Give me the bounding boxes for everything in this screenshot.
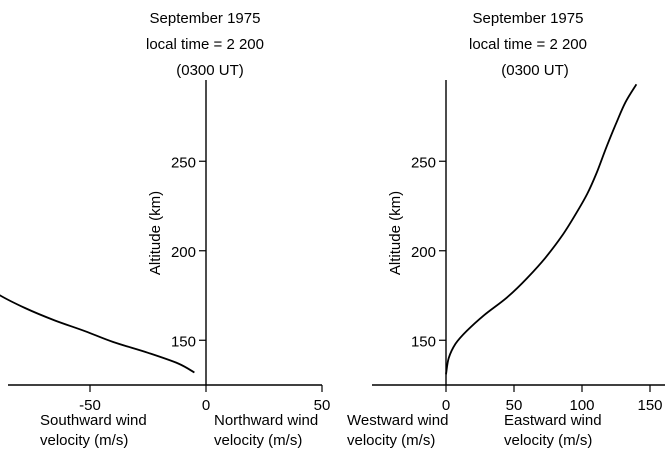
y-tick-label: 200	[411, 244, 436, 261]
x-tick-label: -50	[79, 397, 101, 414]
westward-eastward-wind-panel: September 1975 local time = 2 200 (0300 …	[347, 10, 665, 449]
southward-northward-wind-panel: September 1975 local time = 2 200 (0300 …	[0, 10, 330, 449]
y-tick-label: 250	[171, 154, 196, 171]
y-tick-label: 250	[411, 154, 436, 171]
panel-header-line: local time = 2 200	[469, 36, 587, 53]
panel-header-line: (0300 UT)	[176, 62, 244, 79]
x-tick-label: 0	[442, 397, 450, 414]
x-tick-label: 50	[314, 397, 331, 414]
x-tick-label: 150	[637, 397, 662, 414]
panel-header-line: September 1975	[150, 10, 261, 27]
y-tick-label: 150	[411, 333, 436, 350]
x-tick-label: 50	[506, 397, 523, 414]
x-axis-label-left: Southward wind	[40, 412, 147, 429]
panel-header-line: local time = 2 200	[146, 36, 264, 53]
panel-header-line: September 1975	[473, 10, 584, 27]
x-axis-label-right: velocity (m/s)	[504, 432, 592, 449]
y-axis-label: Altitude (km)	[147, 191, 164, 275]
panel-header-line: (0300 UT)	[501, 62, 569, 79]
y-tick-label: 200	[171, 244, 196, 261]
wind-profile-line	[0, 294, 195, 374]
y-axis-label: Altitude (km)	[387, 191, 404, 275]
x-axis-label-right: velocity (m/s)	[214, 432, 302, 449]
x-axis-label-left: velocity (m/s)	[347, 432, 435, 449]
x-axis-label-right: Northward wind	[214, 412, 318, 429]
x-axis-label-right: Eastward wind	[504, 412, 602, 429]
x-axis-label-left: velocity (m/s)	[40, 432, 128, 449]
x-tick-label: 100	[569, 397, 594, 414]
x-tick-label: 0	[202, 397, 210, 414]
wind-profile-line	[445, 83, 638, 375]
x-axis-label-left: Westward wind	[347, 412, 448, 429]
y-tick-label: 150	[171, 333, 196, 350]
